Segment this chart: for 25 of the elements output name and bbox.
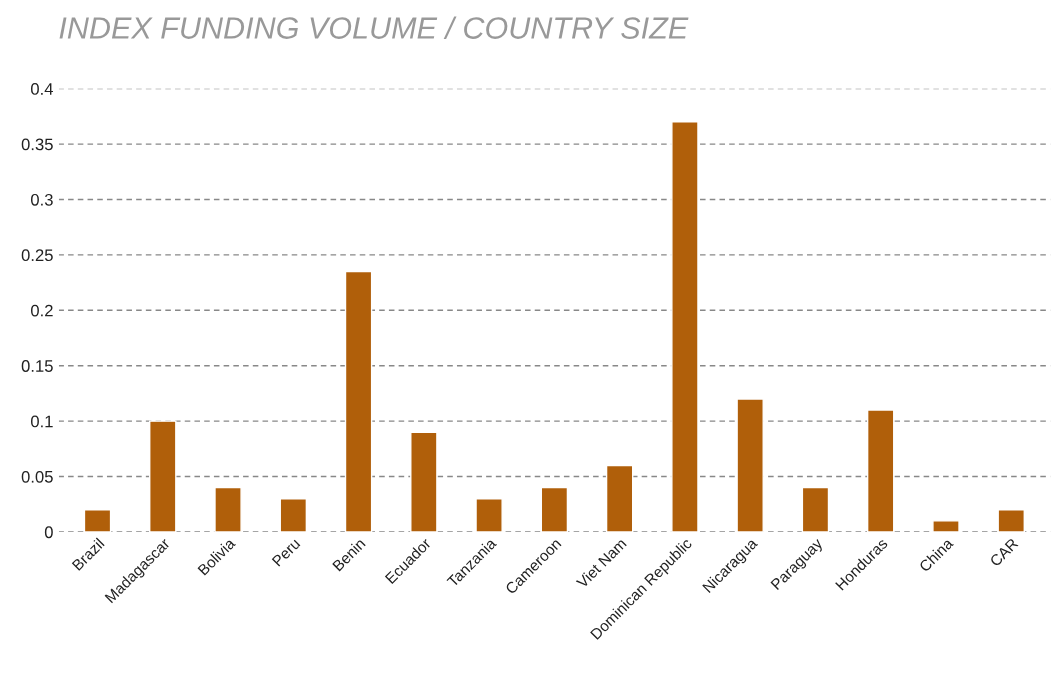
bar bbox=[279, 498, 308, 532]
y-tick-label: 0.1 bbox=[30, 415, 53, 428]
bar bbox=[866, 409, 895, 532]
bar bbox=[410, 431, 438, 532]
bar bbox=[997, 509, 1025, 532]
y-tick-label: 0.3 bbox=[30, 193, 53, 206]
bar bbox=[475, 498, 503, 532]
bar bbox=[540, 486, 569, 532]
y-tick-label: 0.25 bbox=[21, 249, 53, 262]
y-tick-label: 0.35 bbox=[21, 138, 53, 151]
bar bbox=[605, 464, 634, 532]
bar bbox=[214, 486, 242, 532]
bar bbox=[736, 398, 764, 532]
y-tick-label: 0.2 bbox=[30, 304, 53, 317]
bar bbox=[801, 486, 830, 532]
bar bbox=[344, 270, 373, 532]
y-tick-label: 0.05 bbox=[21, 470, 53, 483]
bar bbox=[83, 509, 112, 532]
y-tick-label: 0 bbox=[44, 526, 53, 539]
chart-title: INDEX FUNDING VOLUME / COUNTRY SIZE bbox=[59, 16, 689, 39]
y-tick-label: 0.4 bbox=[30, 83, 54, 95]
bar bbox=[149, 420, 177, 532]
bar bbox=[932, 520, 960, 532]
bar bbox=[671, 121, 699, 532]
y-tick-label: 0.15 bbox=[21, 360, 53, 372]
